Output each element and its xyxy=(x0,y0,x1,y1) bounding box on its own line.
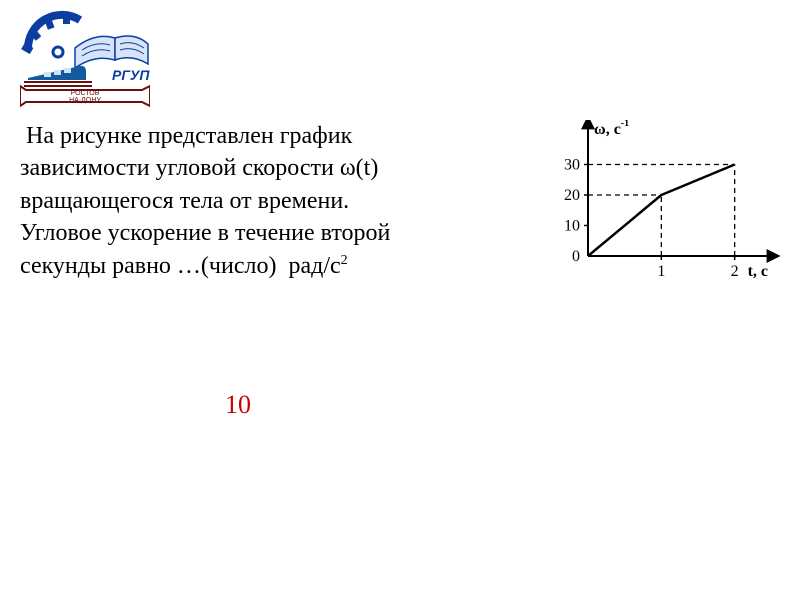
content-row: На рисунке представлен график зависимост… xyxy=(20,120,780,290)
book-icon xyxy=(75,36,148,68)
svg-text:1: 1 xyxy=(657,263,665,280)
problem-line-1: На рисунке представлен график xyxy=(26,123,352,149)
svg-text:ω, с-1: ω, с-1 xyxy=(594,120,629,138)
problem-line-2: зависимости угловой скорости ω(t) xyxy=(20,155,378,181)
svg-text:20: 20 xyxy=(564,187,580,204)
university-logo: РГУПС РОСТОВ НА·ДОНУ xyxy=(20,10,150,110)
chart-svg: 0 10 20 30 1 2 ω, с-1 t, с xyxy=(540,120,780,290)
svg-text:10: 10 xyxy=(564,218,580,235)
svg-text:t, с: t, с xyxy=(748,263,768,280)
logo-svg: РГУПС РОСТОВ НА·ДОНУ xyxy=(20,10,150,110)
logo-banner-bottom: НА·ДОНУ xyxy=(69,97,101,104)
problem-line-4: Угловое ускорение в течение второй xyxy=(20,220,390,246)
answer-value: 10 xyxy=(225,390,251,420)
problem-unit-base: рад/с xyxy=(288,253,340,279)
omega-chart: 0 10 20 30 1 2 ω, с-1 t, с xyxy=(540,120,780,290)
logo-banner: РОСТОВ НА·ДОНУ xyxy=(20,86,150,106)
svg-text:0: 0 xyxy=(572,248,580,265)
svg-text:2: 2 xyxy=(731,263,739,280)
problem-line-3: вращающегося тела от времени. xyxy=(20,188,349,214)
gear-icon xyxy=(21,14,80,57)
svg-text:30: 30 xyxy=(564,157,580,174)
train-icon xyxy=(24,66,92,86)
problem-unit-exp: 2 xyxy=(341,253,348,268)
problem-text: На рисунке представлен график зависимост… xyxy=(20,120,540,282)
logo-banner-top: РОСТОВ xyxy=(71,90,100,97)
problem-line-5: секунды равно …(число) xyxy=(20,253,276,279)
logo-acronym: РГУПС xyxy=(112,67,150,83)
page: РГУПС РОСТОВ НА·ДОНУ На рисунке представ… xyxy=(0,0,800,600)
